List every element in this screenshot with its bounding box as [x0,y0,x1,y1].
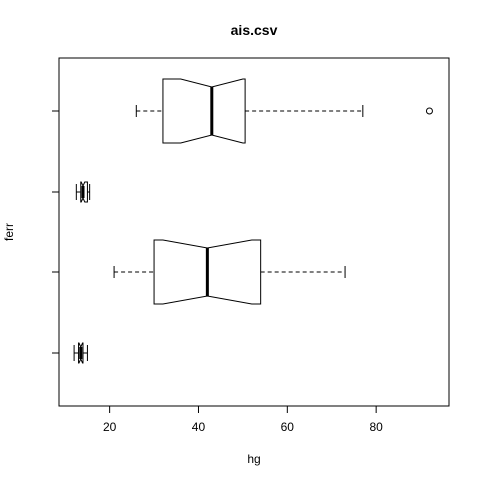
y-axis-label: ferr [2,223,16,241]
x-axis: 20 40 60 80 [103,406,383,434]
box-3 [75,181,91,203]
boxes-layer [73,78,433,364]
plot-frame [58,57,450,407]
x-tick-label: 80 [369,420,383,434]
box-body [162,78,246,144]
chart-title: ais.csv [231,22,278,38]
x-axis-label: hg [247,452,260,466]
box-4 [135,78,433,144]
x-tick-label: 20 [103,420,117,434]
box-1 [73,342,88,364]
x-tick-label: 40 [192,420,206,434]
box-2 [113,239,346,305]
y-axis [52,110,59,354]
outlier-point [425,107,433,115]
x-tick-label: 60 [281,420,295,434]
